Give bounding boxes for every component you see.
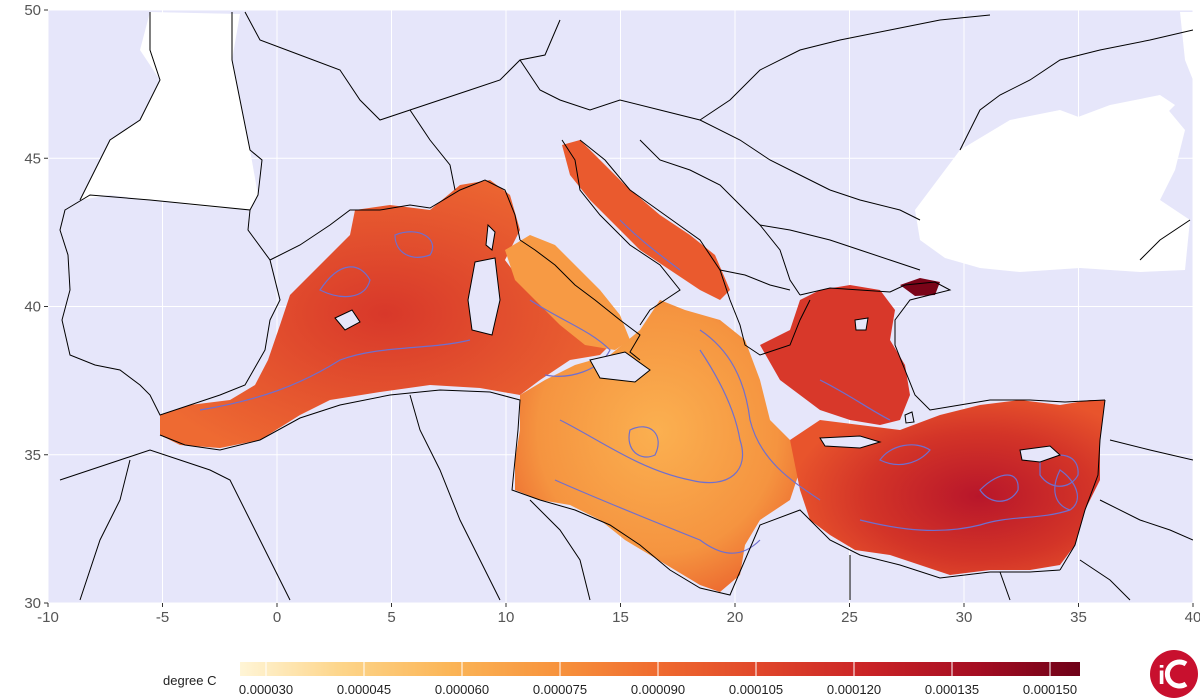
x-tick-label: 35 — [1070, 609, 1087, 626]
x-tick-label: 5 — [387, 609, 395, 626]
legend-tick-label: 0.000045 — [337, 682, 391, 697]
x-tick-label: 20 — [727, 609, 744, 626]
islands — [334, 223, 1061, 463]
legend-tick-label: 0.000135 — [925, 682, 979, 697]
legend-tick-label: 0.000060 — [435, 682, 489, 697]
caspian-sea — [1180, 12, 1193, 80]
island-sardinia — [467, 257, 501, 336]
x-axis-ticks: -10 -5 0 5 10 15 20 25 30 35 40 — [37, 603, 1200, 626]
island-corsica — [485, 223, 496, 251]
x-tick-label: 25 — [841, 609, 858, 626]
land-france — [80, 12, 258, 210]
y-tick-label: 40 — [24, 299, 41, 316]
x-tick-label: 0 — [273, 609, 281, 626]
svg-text:i: i — [1158, 660, 1165, 690]
island-rhodes — [904, 411, 915, 424]
sea-heatmap — [160, 140, 1105, 592]
borders — [59, 11, 1193, 601]
x-tick-label: 30 — [956, 609, 973, 626]
sea-aegean — [760, 285, 910, 425]
sea-adriatic — [562, 140, 730, 300]
island-sicily — [589, 351, 651, 383]
island-lesbos — [854, 317, 869, 331]
sea-tyrrhenian — [505, 235, 630, 350]
contour-lines — [199, 219, 1079, 554]
legend-tick-label: 0.000075 — [533, 682, 587, 697]
y-tick-label: 35 — [24, 447, 41, 464]
island-crete — [819, 435, 882, 449]
legend-tick-label: 0.000120 — [827, 682, 881, 697]
land-areas — [80, 12, 1193, 272]
x-tick-label: -5 — [156, 609, 169, 626]
legend-title: degree C — [163, 673, 216, 688]
sea-western-basin — [160, 180, 610, 448]
x-tick-label: 15 — [612, 609, 629, 626]
legend-tick-label: 0.000105 — [729, 682, 783, 697]
legend: degree C 0.000030 0.000045 0.000060 0.00007… — [163, 662, 1080, 697]
legend-tick-label: 0.000150 — [1023, 682, 1077, 697]
legend-colorbar — [240, 662, 1080, 676]
x-tick-label: -10 — [37, 609, 59, 626]
x-tick-label: 40 — [1185, 609, 1200, 626]
legend-tick-label: 0.000090 — [631, 682, 685, 697]
y-axis-ticks: 30 35 40 45 50 — [24, 2, 48, 612]
black-sea — [915, 100, 1190, 272]
y-tick-label: 30 — [24, 595, 41, 612]
y-tick-label: 45 — [24, 150, 41, 167]
island-cyprus — [1019, 445, 1061, 463]
legend-tick-label: 0.000030 — [239, 682, 293, 697]
island-mallorca — [334, 309, 361, 331]
azov-sea — [1070, 95, 1175, 140]
logo-icon: i — [1150, 650, 1198, 698]
legend-tick-labels: 0.000030 0.000045 0.000060 0.000075 0.000090… — [239, 662, 1077, 697]
y-tick-label: 50 — [24, 2, 41, 19]
x-tick-label: 10 — [498, 609, 515, 626]
